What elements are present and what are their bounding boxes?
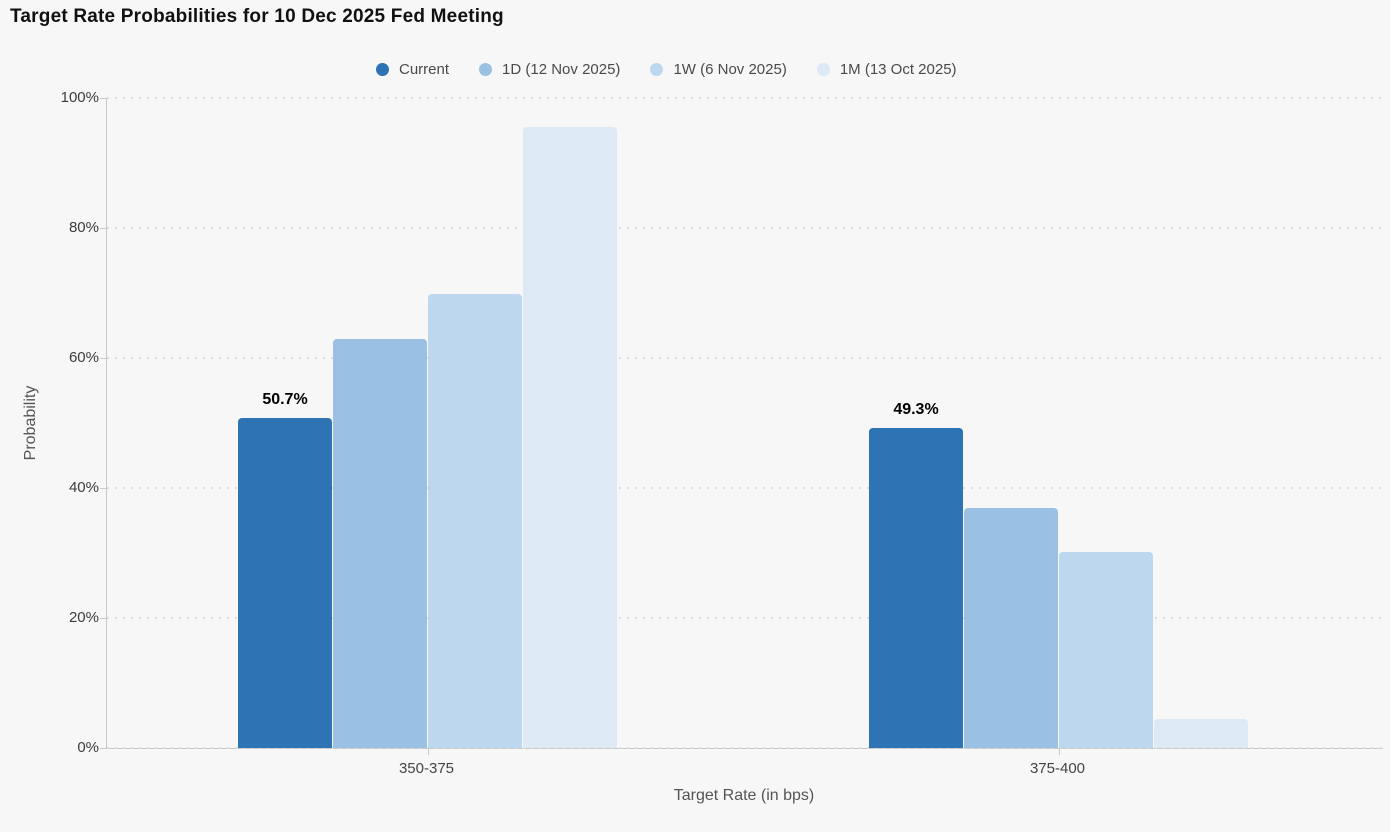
y-tick-label-80%: 80%	[68, 219, 99, 236]
bar-group-350-375: 50.7%	[238, 98, 617, 748]
plot-area: 50.7% 49.3%	[100, 97, 1383, 755]
y-tick-label-0%: 0%	[77, 739, 99, 756]
x-axis-tick-350-375	[427, 748, 429, 755]
y-tick-label-20%: 20%	[68, 609, 99, 626]
legend-item-1d[interactable]: 1D (12 Nov 2025)	[479, 61, 620, 78]
y-axis-tick-0%	[100, 748, 107, 749]
y-tick-label-60%: 60%	[68, 349, 99, 366]
bar-1d-350-375[interactable]	[333, 338, 427, 748]
x-axis-title: Target Rate (in bps)	[673, 787, 815, 804]
legend-item-1m[interactable]: 1M (13 Oct 2025)	[816, 61, 957, 78]
bar-1m-350-375[interactable]	[523, 127, 617, 748]
chart-title: Target Rate Probabilities for 10 Dec 202…	[10, 6, 504, 27]
bar-1d-375-400[interactable]	[964, 507, 1058, 748]
legend-dot-1m-icon	[816, 63, 830, 76]
legend-dot-1d-icon	[479, 63, 493, 76]
legend-dot-current-icon	[376, 63, 389, 76]
data-label-375-400: 49.3%	[893, 400, 939, 418]
data-label-350-375: 50.7%	[262, 391, 308, 409]
y-axis-tick-20%	[100, 618, 107, 619]
x-tick-label-350-375: 350-375	[398, 760, 455, 777]
y-axis-title: Probability	[22, 385, 39, 461]
legend-label-1m: 1M (13 Oct 2025)	[839, 61, 957, 78]
bar-1w-375-400[interactable]	[1059, 551, 1153, 748]
legend-label-current: Current	[399, 61, 450, 78]
legend-item-1w[interactable]: 1W (6 Nov 2025)	[650, 61, 787, 78]
bar-current-375-400[interactable]: 49.3%	[869, 401, 963, 748]
bar-group-375-400: 49.3%	[869, 98, 1248, 748]
legend-item-current[interactable]: Current	[376, 61, 449, 78]
y-axis-tick-100%	[100, 98, 107, 99]
legend-dot-1w-icon	[650, 63, 664, 76]
x-axis-tick-375-400	[1058, 748, 1060, 755]
x-tick-label-375-400: 375-400	[1029, 760, 1086, 777]
y-axis-tick-80%	[100, 228, 107, 229]
y-axis-tick-60%	[100, 358, 107, 359]
legend-label-1w: 1W (6 Nov 2025)	[673, 61, 787, 78]
legend: Current 1D (12 Nov 2025) 1W (6 Nov 2025)…	[376, 61, 957, 78]
legend-label-1d: 1D (12 Nov 2025)	[502, 61, 621, 78]
bar-1m-375-400[interactable]	[1154, 718, 1248, 748]
y-tick-label-100%: 100%	[60, 89, 99, 106]
y-axis-tick-40%	[100, 488, 107, 489]
bar-current-350-375[interactable]: 50.7%	[238, 391, 332, 748]
y-tick-label-40%: 40%	[68, 479, 99, 496]
bar-1w-350-375[interactable]	[428, 294, 522, 748]
